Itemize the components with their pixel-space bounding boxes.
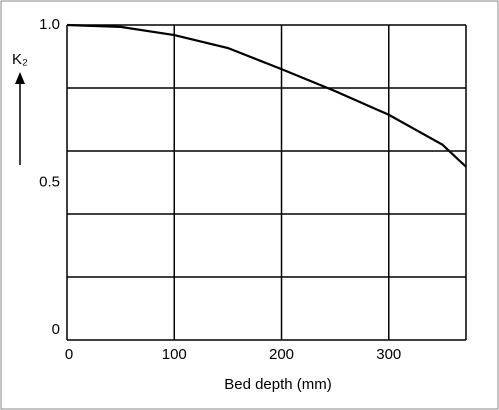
y-tick-label: 0 xyxy=(52,321,60,338)
x-tick-label: 0 xyxy=(65,346,73,363)
y-axis-label: K₂ xyxy=(12,51,28,68)
y-tick-label: 0.5 xyxy=(39,173,60,190)
y-arrow-head xyxy=(15,72,25,84)
x-tick-label: 200 xyxy=(269,346,294,363)
data-line xyxy=(66,23,467,168)
x-tick-label: 300 xyxy=(376,346,401,363)
x-axis-label: Bed depth (mm) xyxy=(224,376,332,393)
x-tick-label: 100 xyxy=(162,346,187,363)
y-tick-label: 1.0 xyxy=(39,16,60,33)
